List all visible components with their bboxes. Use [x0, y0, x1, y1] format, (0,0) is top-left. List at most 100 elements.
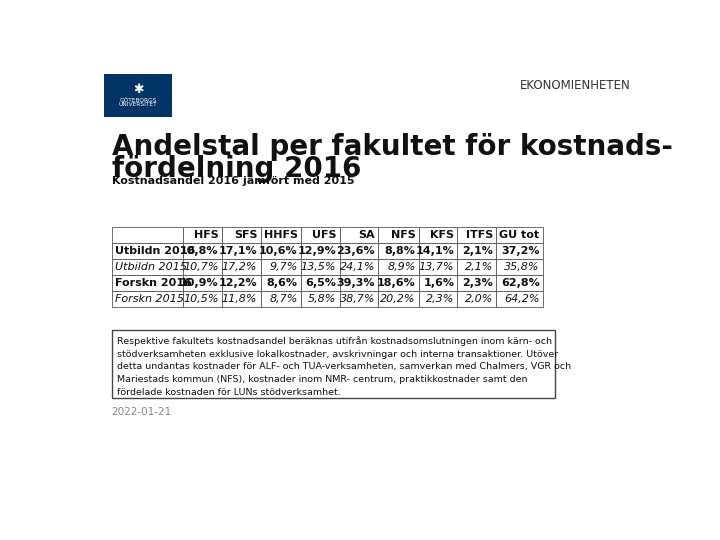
FancyBboxPatch shape — [378, 226, 418, 242]
Text: Forskn 2016: Forskn 2016 — [114, 278, 192, 288]
FancyBboxPatch shape — [222, 242, 261, 259]
Text: 23,6%: 23,6% — [336, 246, 375, 256]
Text: UNIVERSITET: UNIVERSITET — [119, 103, 158, 107]
FancyBboxPatch shape — [418, 291, 457, 307]
FancyBboxPatch shape — [222, 291, 261, 307]
Text: 10,6%: 10,6% — [259, 246, 297, 256]
FancyBboxPatch shape — [301, 275, 340, 291]
Text: 1,6%: 1,6% — [423, 278, 454, 288]
FancyBboxPatch shape — [496, 291, 543, 307]
FancyBboxPatch shape — [457, 226, 496, 242]
Text: 5,8%: 5,8% — [308, 294, 336, 304]
Text: 6,5%: 6,5% — [305, 278, 336, 288]
FancyBboxPatch shape — [222, 275, 261, 291]
FancyBboxPatch shape — [340, 291, 378, 307]
FancyBboxPatch shape — [418, 259, 457, 275]
FancyBboxPatch shape — [261, 242, 301, 259]
Text: Utbildn 2016: Utbildn 2016 — [114, 246, 195, 256]
Text: SA: SA — [359, 230, 375, 240]
FancyBboxPatch shape — [112, 330, 555, 398]
FancyBboxPatch shape — [261, 259, 301, 275]
FancyBboxPatch shape — [112, 226, 183, 242]
FancyBboxPatch shape — [261, 291, 301, 307]
Text: 2,1%: 2,1% — [464, 262, 493, 272]
Text: NFS: NFS — [391, 230, 415, 240]
FancyBboxPatch shape — [340, 226, 378, 242]
FancyBboxPatch shape — [222, 259, 261, 275]
Text: KFS: KFS — [431, 230, 454, 240]
FancyBboxPatch shape — [183, 226, 222, 242]
Text: 8,9%: 8,9% — [387, 262, 415, 272]
Text: 18,6%: 18,6% — [377, 278, 415, 288]
Text: 2,3%: 2,3% — [462, 278, 493, 288]
Text: 24,1%: 24,1% — [340, 262, 375, 272]
Text: 9,7%: 9,7% — [269, 262, 297, 272]
Text: 10,7%: 10,7% — [183, 262, 219, 272]
FancyBboxPatch shape — [301, 259, 340, 275]
Text: 2022-01-21: 2022-01-21 — [112, 407, 172, 417]
FancyBboxPatch shape — [261, 226, 301, 242]
Text: Utbildn 2015: Utbildn 2015 — [114, 262, 186, 272]
Text: HHFS: HHFS — [264, 230, 297, 240]
Text: 35,8%: 35,8% — [504, 262, 539, 272]
Text: 12,2%: 12,2% — [219, 278, 258, 288]
Text: ITFS: ITFS — [466, 230, 493, 240]
FancyBboxPatch shape — [222, 226, 261, 242]
FancyBboxPatch shape — [112, 242, 183, 259]
FancyBboxPatch shape — [183, 242, 222, 259]
Text: Kostnadsandel 2016 jämfört med 2015: Kostnadsandel 2016 jämfört med 2015 — [112, 176, 354, 186]
FancyBboxPatch shape — [496, 275, 543, 291]
FancyBboxPatch shape — [301, 226, 340, 242]
FancyBboxPatch shape — [418, 242, 457, 259]
FancyBboxPatch shape — [496, 226, 543, 242]
FancyBboxPatch shape — [104, 74, 172, 117]
Text: 10,8%: 10,8% — [180, 246, 219, 256]
Text: 64,2%: 64,2% — [504, 294, 539, 304]
Text: 38,7%: 38,7% — [340, 294, 375, 304]
FancyBboxPatch shape — [112, 291, 183, 307]
FancyBboxPatch shape — [457, 242, 496, 259]
Text: 17,2%: 17,2% — [222, 262, 258, 272]
Text: EKONOMIENHETEN: EKONOMIENHETEN — [521, 79, 631, 92]
Text: 13,5%: 13,5% — [301, 262, 336, 272]
FancyBboxPatch shape — [340, 259, 378, 275]
FancyBboxPatch shape — [378, 259, 418, 275]
Text: 8,8%: 8,8% — [384, 246, 415, 256]
Text: Forskn 2015: Forskn 2015 — [114, 294, 184, 304]
Text: 14,1%: 14,1% — [415, 246, 454, 256]
Text: 37,2%: 37,2% — [501, 246, 539, 256]
FancyBboxPatch shape — [183, 291, 222, 307]
Text: Respektive fakultets kostnadsandel beräknas utifrån kostnadsomslutningen inom kä: Respektive fakultets kostnadsandel beräk… — [117, 336, 571, 397]
FancyBboxPatch shape — [418, 226, 457, 242]
FancyBboxPatch shape — [183, 275, 222, 291]
Text: 8,7%: 8,7% — [269, 294, 297, 304]
FancyBboxPatch shape — [496, 242, 543, 259]
FancyBboxPatch shape — [301, 291, 340, 307]
Text: 2,0%: 2,0% — [464, 294, 493, 304]
Text: 2,3%: 2,3% — [426, 294, 454, 304]
FancyBboxPatch shape — [496, 259, 543, 275]
Text: 13,7%: 13,7% — [419, 262, 454, 272]
Text: GÖTEBORGS: GÖTEBORGS — [120, 98, 157, 103]
Text: HFS: HFS — [194, 230, 219, 240]
FancyBboxPatch shape — [301, 242, 340, 259]
FancyBboxPatch shape — [183, 259, 222, 275]
FancyBboxPatch shape — [457, 291, 496, 307]
FancyBboxPatch shape — [112, 259, 183, 275]
FancyBboxPatch shape — [378, 291, 418, 307]
Text: 62,8%: 62,8% — [500, 278, 539, 288]
FancyBboxPatch shape — [378, 242, 418, 259]
FancyBboxPatch shape — [340, 242, 378, 259]
FancyBboxPatch shape — [340, 275, 378, 291]
Text: Andelstal per fakultet för kostnads-: Andelstal per fakultet för kostnads- — [112, 132, 672, 160]
Text: 8,6%: 8,6% — [266, 278, 297, 288]
FancyBboxPatch shape — [112, 275, 183, 291]
FancyBboxPatch shape — [261, 275, 301, 291]
Text: UFS: UFS — [312, 230, 336, 240]
FancyBboxPatch shape — [457, 275, 496, 291]
Text: 2,1%: 2,1% — [462, 246, 493, 256]
Text: 10,5%: 10,5% — [183, 294, 219, 304]
Text: 20,2%: 20,2% — [380, 294, 415, 304]
Text: 11,8%: 11,8% — [222, 294, 258, 304]
Text: 39,3%: 39,3% — [337, 278, 375, 288]
